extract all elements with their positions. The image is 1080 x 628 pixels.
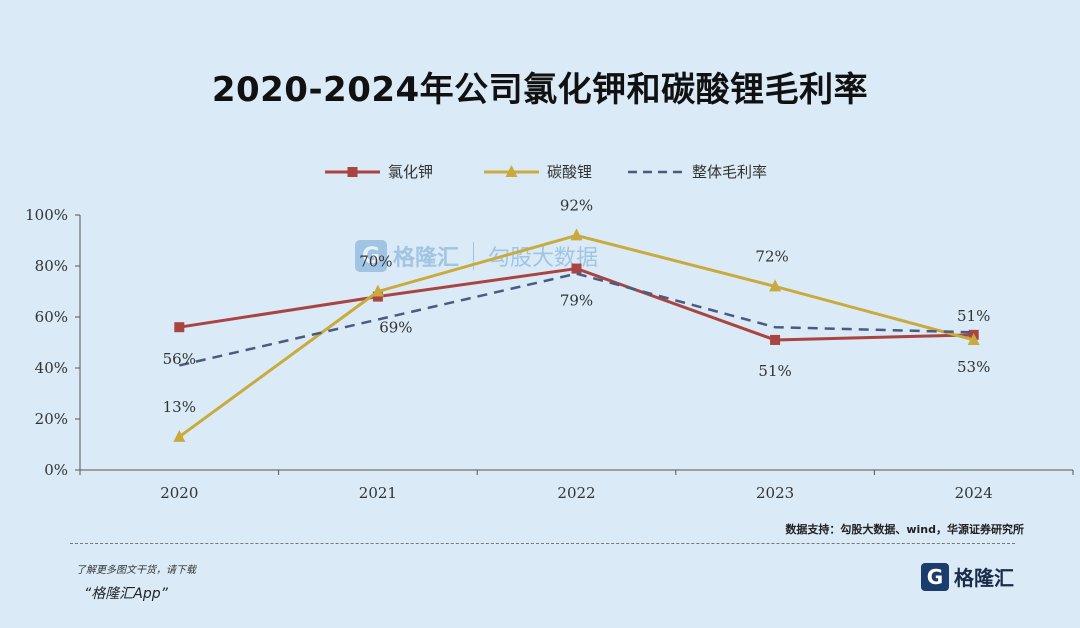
y-tick-label: 60%: [35, 308, 68, 326]
app-name: “格隆汇App”: [84, 586, 168, 602]
y-tick-label: 0%: [44, 461, 68, 479]
legend-label: 整体毛利率: [692, 163, 767, 181]
footer-divider: [70, 543, 1015, 544]
data-label: 69%: [379, 319, 412, 337]
legend-marker-square: [347, 167, 358, 177]
legend-label: 碳酸锂: [547, 163, 592, 181]
series-point-square: [770, 334, 781, 345]
x-tick-label: 2024: [955, 484, 993, 502]
data-label: 51%: [957, 307, 990, 325]
series-point-square: [174, 322, 185, 333]
data-label: 72%: [755, 247, 788, 265]
brand-name: 格隆汇: [954, 566, 1014, 590]
y-tick-label: 40%: [35, 359, 68, 377]
brand-logo-icon: G: [921, 562, 949, 591]
legend-label: 氯化钾: [388, 163, 433, 181]
y-tick-label: 20%: [35, 410, 68, 428]
brand-logo: G 格隆汇: [921, 562, 1014, 591]
download-prompt: 了解更多图文干货，请下载: [76, 565, 196, 576]
data-label: 13%: [163, 398, 196, 416]
series-point-square: [571, 263, 582, 274]
data-label: 70%: [359, 253, 392, 271]
y-tick-label: 80%: [35, 257, 68, 275]
x-tick-label: 2023: [756, 484, 794, 502]
data-label: 79%: [560, 292, 593, 310]
chart-title: 2020-2024年公司氯化钾和碳酸锂毛利率: [211, 70, 869, 110]
data-label: 56%: [163, 350, 196, 368]
data-source: 数据支持：勾股大数据、wind，华源证券研究所: [785, 523, 1024, 536]
data-label: 92%: [560, 196, 593, 214]
x-tick-label: 2020: [160, 484, 198, 502]
series-point-triangle: [967, 332, 980, 345]
data-label: 53%: [957, 358, 990, 376]
data-label: 51%: [758, 362, 791, 380]
legend-marker-triangle: [505, 165, 518, 177]
series-point-triangle: [173, 429, 186, 442]
series-point-triangle: [570, 228, 583, 241]
x-tick-label: 2022: [557, 484, 595, 502]
series-point-triangle: [371, 284, 384, 297]
series-point-triangle: [769, 279, 782, 292]
series-line-2: [179, 272, 974, 367]
y-tick-label: 100%: [25, 206, 68, 224]
x-tick-label: 2021: [359, 484, 397, 502]
series-point-square: [372, 291, 383, 302]
